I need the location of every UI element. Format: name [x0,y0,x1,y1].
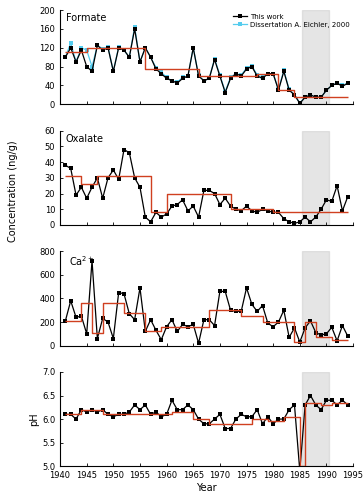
Y-axis label: pH: pH [29,412,39,426]
Bar [302,131,329,225]
Dissertation A. Eichler, 2000 [234,71,238,77]
This work [260,76,265,82]
Legend: This work, Dissertation A. Eichler, 2000: This work, Dissertation A. Eichler, 2000 [233,14,349,28]
This work [175,80,179,86]
Line: Dissertation A. Eichler, 2000: Dissertation A. Eichler, 2000 [63,24,350,105]
Line: This work: This work [63,27,350,106]
Dissertation A. Eichler, 2000 [223,89,228,95]
This work [132,26,137,32]
Dissertation A. Eichler, 2000 [132,24,137,30]
This work [298,100,302,106]
This work [239,73,244,79]
Text: Concentration (ng/g): Concentration (ng/g) [8,141,18,242]
Bar [302,10,329,104]
Dissertation A. Eichler, 2000 [298,100,302,106]
Dissertation A. Eichler, 2000 [63,54,68,60]
This work [111,69,115,75]
This work [223,90,228,96]
Dissertation A. Eichler, 2000 [175,79,179,85]
Dissertation A. Eichler, 2000 [239,72,244,78]
Dissertation A. Eichler, 2000 [260,75,265,81]
Bar [302,372,329,466]
X-axis label: Year: Year [196,483,217,493]
Bar [302,251,329,346]
Text: Ca$^{2+}$: Ca$^{2+}$ [69,254,94,268]
This work [234,71,238,77]
This work [345,80,350,86]
This work [63,54,68,60]
Dissertation A. Eichler, 2000 [345,80,350,86]
Text: Formate: Formate [66,13,106,23]
Dissertation A. Eichler, 2000 [111,69,115,75]
Text: Oxalate: Oxalate [66,134,104,144]
